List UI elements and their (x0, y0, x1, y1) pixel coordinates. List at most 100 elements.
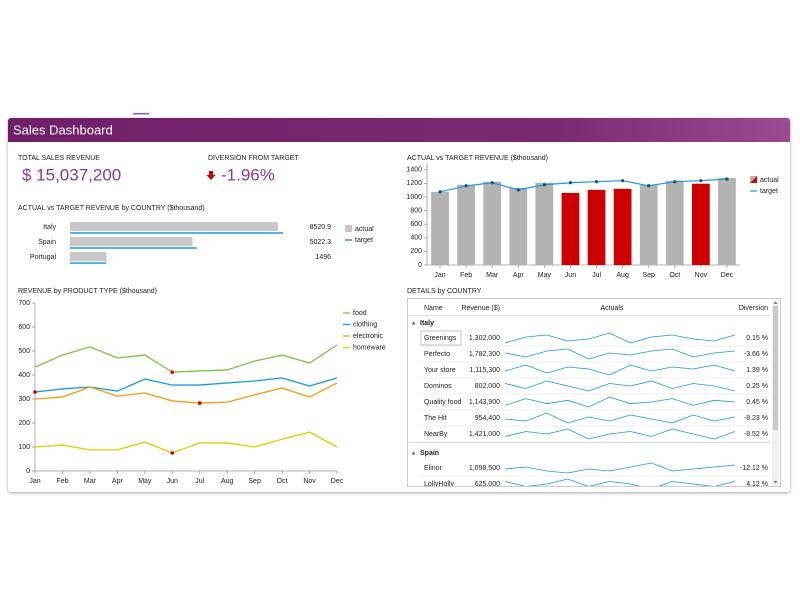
x-tick-label: Aug (616, 272, 629, 279)
y-tick-label: 200 (18, 420, 30, 427)
y-tick-label: 400 (18, 372, 30, 379)
panel (8, 118, 790, 492)
target-dot (647, 184, 651, 188)
group-label: Spain (420, 450, 439, 457)
row-diversion: -3.66 % (744, 351, 768, 358)
bar (613, 188, 632, 265)
target-dot (438, 190, 442, 194)
kpi-value: $ 15,037,200 (22, 165, 121, 184)
bar (561, 192, 580, 265)
category-label: Portugal (30, 254, 57, 261)
bar (718, 177, 736, 265)
column-header: Revenue ($) (461, 305, 500, 312)
x-tick-label: Sep (642, 272, 655, 279)
value-label: 1496 (315, 254, 331, 261)
min-marker (33, 390, 37, 394)
legend-label: actual (355, 226, 374, 233)
row-name: LollyHolly (424, 481, 454, 488)
series-line (34, 382, 338, 404)
x-tick-label: Dec (331, 478, 344, 485)
group-toggle[interactable] (411, 321, 416, 325)
row-name: Your store (424, 367, 456, 374)
x-tick-label: Mar (84, 478, 97, 485)
row-revenue: 1,143,900 (469, 399, 500, 406)
x-tick-label: Feb (460, 272, 472, 279)
legend-label: homeware (353, 344, 386, 351)
category-label: Italy (43, 224, 56, 231)
chart-title: ACTUAL vs TARGET REVENUE ($thousand) (407, 155, 548, 162)
y-tick-label: 400 (410, 235, 422, 242)
bar (70, 222, 278, 231)
bar (70, 252, 107, 261)
y-tick-label: 600 (410, 221, 422, 228)
target-dot (673, 180, 677, 184)
target-dot (490, 181, 494, 185)
group-label: Italy (420, 320, 434, 327)
bar (692, 183, 710, 265)
target-dot (699, 179, 703, 183)
x-tick-label: Apr (112, 478, 124, 485)
table-title: DETAILS by COUNTRY (407, 288, 482, 295)
value-label: 8520.9 (310, 224, 332, 231)
y-tick-label: 700 (18, 300, 30, 307)
bar (70, 237, 193, 246)
table-frame (407, 298, 781, 487)
legend-label: target (760, 188, 778, 195)
x-tick-label: May (538, 272, 552, 279)
target-dot (725, 177, 729, 181)
row-name: Elinor (424, 465, 443, 472)
row-revenue: 1,098,500 (469, 465, 500, 472)
column-header: Diversion (739, 305, 768, 312)
bar (431, 191, 449, 265)
x-tick-label: Nov (695, 272, 708, 279)
x-tick-label: Jun (167, 478, 178, 485)
category-label: Spain (38, 239, 56, 246)
y-tick-label: 600 (18, 324, 30, 331)
y-tick-label: 200 (410, 248, 422, 255)
sparkline (504, 462, 736, 474)
row-name: Greenings (424, 335, 457, 342)
min-marker (170, 370, 175, 374)
row-diversion: 1.39 % (746, 367, 768, 374)
y-tick-label: 1400 (406, 167, 422, 174)
x-tick-label: Jul (592, 272, 601, 279)
legend-label: target (355, 237, 373, 244)
series-line (34, 431, 338, 454)
x-tick-label: Jan (434, 272, 445, 279)
legend-label: electronic (353, 333, 383, 340)
x-tick-label: Jul (195, 478, 204, 485)
x-tick-label: Aug (221, 478, 234, 485)
series-line (34, 377, 338, 393)
sparkline (504, 428, 736, 440)
x-tick-label: Jan (29, 478, 40, 485)
bar (665, 180, 684, 265)
tab-indicator (133, 113, 149, 115)
sparkline (504, 396, 736, 408)
y-tick-label: 800 (410, 207, 422, 214)
x-tick-label: Mar (486, 272, 499, 279)
x-tick-label: Oct (669, 272, 680, 279)
sparkline (504, 412, 736, 424)
y-tick-label: 100 (18, 444, 30, 451)
down-arrow (206, 171, 216, 180)
header-bar (8, 118, 790, 142)
row-revenue: 1,421,000 (469, 431, 500, 438)
bar (535, 182, 554, 265)
scrollbar-thumb[interactable] (773, 306, 778, 430)
group-toggle[interactable] (411, 451, 416, 455)
sparkline (504, 478, 736, 486)
sparkline (504, 380, 736, 392)
y-tick-label: 0 (418, 262, 422, 269)
row-revenue: 1,115,300 (469, 367, 500, 374)
bar (639, 184, 658, 265)
bar (483, 181, 502, 265)
kpi-label: DIVERSION FROM TARGET (208, 155, 299, 162)
min-marker (197, 401, 202, 405)
chart-title: REVENUE by PRODUCT TYPE ($thousand) (18, 288, 157, 295)
row-diversion: -8.52 % (744, 431, 768, 438)
target-dot (516, 188, 520, 192)
target-dot (594, 180, 599, 184)
row-revenue: 1,302,000 (469, 335, 500, 342)
legend-label: actual (760, 177, 779, 184)
row-revenue: 954,400 (475, 415, 500, 422)
